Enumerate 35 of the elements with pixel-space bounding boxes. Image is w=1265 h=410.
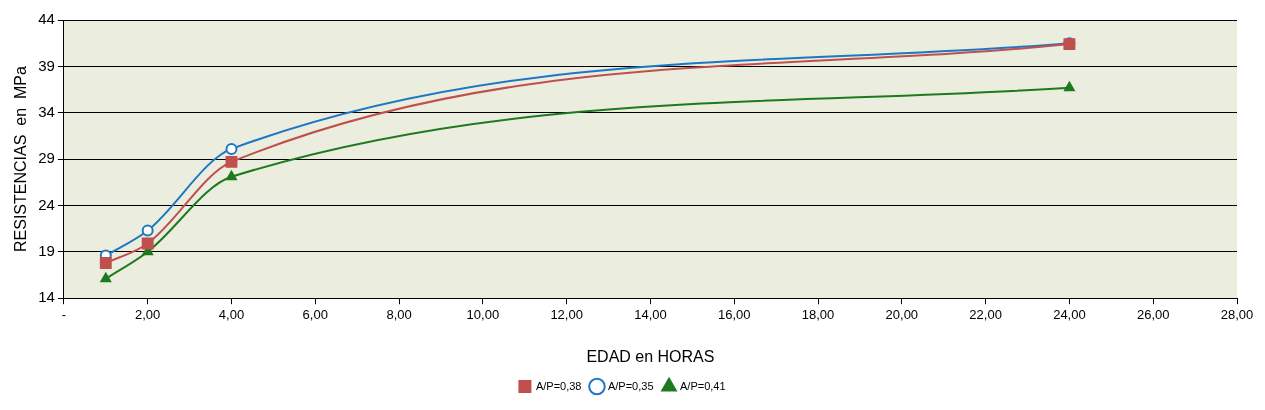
y-tick-label: 34 [38,102,55,120]
x-tick-label: 22,00 [969,306,1002,322]
point [1064,81,1075,92]
y-tick-label: 14 [38,288,55,306]
point [141,237,154,250]
x-tick-label: 10,00 [466,306,500,322]
y-tick-label: 24 [38,195,55,213]
x-tick-label: 28,00 [1220,306,1254,322]
x-tick-label: 12,00 [550,306,583,322]
legend-label: A/P=0,35 [607,379,654,392]
legend-label: A/P=0,38 [535,379,582,392]
x-tick-label: 8,00 [386,306,412,322]
y-axis-title: RESISTENCIAS en MPa [12,66,30,253]
x-tick-label: 18,00 [801,306,835,322]
x-tick-label: 20,00 [885,306,919,322]
y-tick-label: 19 [38,241,55,259]
x-tick-label: - [61,306,67,322]
x-tick-label: 26,00 [1136,306,1170,322]
x-tick-label: 24,00 [1053,306,1086,322]
point [100,272,112,283]
x-axis-title: EDAD en HORAS [586,347,715,365]
x-tick-label: 16,00 [717,306,751,322]
y-tick-label: 39 [38,56,55,74]
y-tick-label: 44 [38,10,55,28]
x-tick-label: 2,00 [135,306,161,322]
point [141,224,154,237]
x-tick-label: 6,00 [302,306,328,322]
legend-label: A/P=0,41 [680,379,726,392]
x-tick-label: 14,00 [634,306,667,322]
point [226,170,237,181]
y-tick-label: 29 [38,149,55,167]
x-tick-label: 4,00 [218,306,245,322]
point [225,142,238,155]
point [225,155,238,168]
point [99,257,112,269]
